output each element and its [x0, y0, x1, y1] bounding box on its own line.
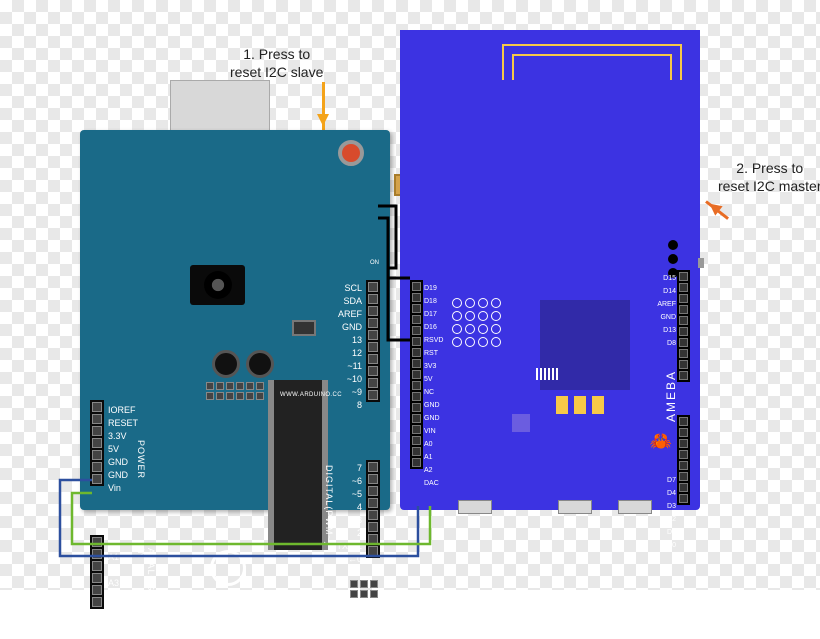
- icsp-label: ICSP: [360, 608, 374, 614]
- callout-master: 2. Press toreset I2C master: [718, 160, 820, 195]
- realtek-logo-icon: 🦀: [650, 431, 672, 452]
- header-digital-high[interactable]: [366, 280, 380, 402]
- ameba-labels-right-bot: D7D4D3D2D1D0: [667, 474, 676, 552]
- usb-port: [618, 500, 652, 514]
- arrow-to-master-reset: [705, 200, 729, 220]
- ameba-brand: AMEBA: [664, 370, 678, 422]
- ameba-labels-right-top: D15D14AREFGNDD13D8: [657, 272, 676, 350]
- arduino-url: WWW.ARDUINO.CC: [280, 392, 342, 398]
- arduino-brand: ARDUINO: [196, 589, 261, 605]
- ameba-board: AMEBA 🦀 D19D18D17D16RSVDRST3V35VNCGNDGND…: [400, 80, 700, 510]
- icsp-header[interactable]: [350, 580, 382, 598]
- capacitor: [212, 350, 240, 378]
- small-header[interactable]: [206, 382, 270, 400]
- gold-pads: [556, 396, 604, 414]
- callout-slave-text: 1. Press toreset I2C slave: [230, 46, 323, 80]
- side-label-digital: DIGITAL(PWM~): [324, 465, 334, 546]
- uno-logo: ARDUINO UNO MADE IN ITALY: [196, 550, 261, 639]
- side-label-power: POWER: [136, 440, 146, 479]
- wiring-diagram: 1. Press toreset I2C slave 2. Press tore…: [0, 0, 820, 590]
- capacitor: [246, 350, 274, 378]
- dc-jack: [190, 265, 245, 305]
- labels-digital-low: 7~6~54~32TX→1RX←0: [335, 462, 362, 566]
- header-analog[interactable]: [90, 535, 104, 609]
- usb-port: [458, 500, 492, 514]
- ameba-header-left[interactable]: [410, 280, 423, 469]
- usb-port: [558, 500, 592, 514]
- made-in-label: MADE IN ITALY: [196, 632, 261, 639]
- atmega-chip: [268, 380, 328, 550]
- arduino-reset-button[interactable]: [338, 140, 364, 166]
- ameba-labels-left: D19D18D17D16RSVDRST3V35VNCGNDGNDVINA0A1A…: [424, 282, 443, 490]
- on-led-label: ON: [370, 260, 379, 266]
- header-digital-low[interactable]: [366, 460, 380, 558]
- side-label-analog: ANALOG IN: [136, 548, 156, 592]
- header-power[interactable]: [90, 400, 104, 486]
- labels-digital-high: SCLSDAAREFGND1312~11~10~98: [338, 282, 362, 412]
- arrow-to-slave-reset: [322, 82, 325, 130]
- labels-analog: A0A1A2A3A4A5: [108, 538, 119, 616]
- arduino-uno-board: WWW.ARDUINO.CC ON ICSP SCLSDAAREFGND1312…: [80, 130, 390, 510]
- labels-power: IOREFRESET3.3V5VGNDGNDVin: [108, 404, 138, 495]
- crystal: [292, 320, 316, 336]
- ameba-header-right-bot[interactable]: [677, 415, 690, 505]
- ameba-reset-button[interactable]: [698, 258, 704, 268]
- arduino-logo-icon: [210, 550, 246, 586]
- callout-slave: 1. Press toreset I2C slave: [230, 46, 323, 81]
- ameba-2x-header[interactable]: [452, 298, 501, 347]
- ameba-header-right-top[interactable]: [677, 270, 690, 382]
- small-ic: [512, 414, 530, 432]
- barcode-mark: [536, 368, 558, 380]
- callout-master-text: 2. Press toreset I2C master: [718, 160, 820, 194]
- uno-text: UNO: [196, 607, 261, 632]
